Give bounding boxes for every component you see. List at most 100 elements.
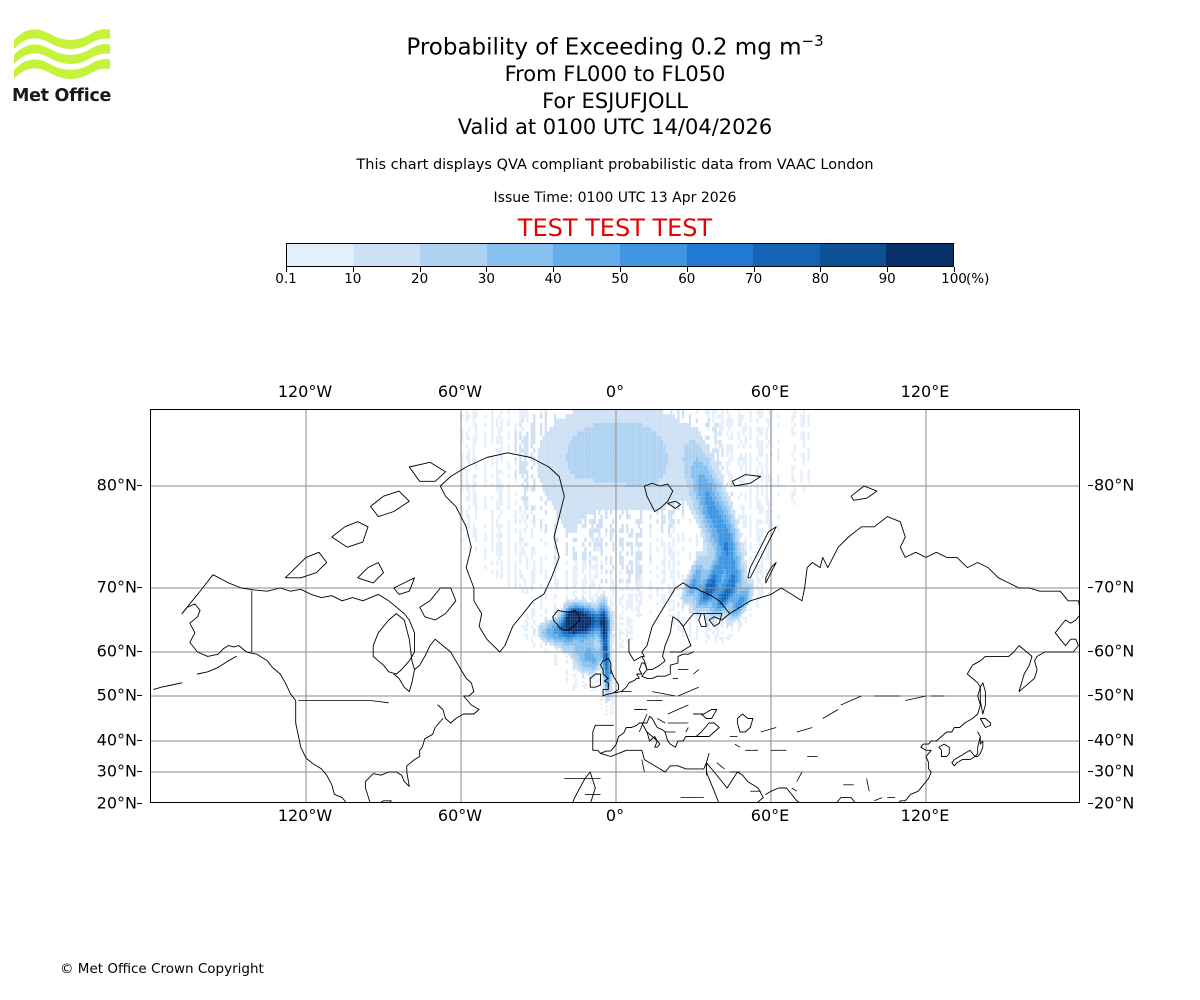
ash-cell xyxy=(563,444,566,449)
ash-cell xyxy=(740,414,743,419)
ash-cell xyxy=(728,478,731,483)
ash-cell xyxy=(674,457,678,462)
ash-cell xyxy=(665,435,668,440)
ash-cell xyxy=(586,439,589,445)
ash-cell xyxy=(693,569,696,575)
ash-cell xyxy=(581,648,585,652)
ash-cell xyxy=(605,542,608,547)
ash-cell xyxy=(742,444,745,449)
ash-cell xyxy=(691,427,694,432)
ash-cell xyxy=(726,569,729,575)
ash-cell xyxy=(721,422,724,428)
ash-cell xyxy=(586,457,589,462)
ash-cell xyxy=(756,444,759,449)
ash-cell xyxy=(744,608,747,612)
ash-cell xyxy=(612,711,615,714)
ash-cell xyxy=(600,608,603,612)
ash-cell xyxy=(574,474,578,479)
ash-cell xyxy=(695,636,699,640)
ash-cell xyxy=(656,491,659,497)
ash-cell xyxy=(600,669,603,672)
ash-cell xyxy=(744,551,747,556)
ash-cell xyxy=(660,439,664,445)
ash-cell xyxy=(584,422,587,428)
ash-cell xyxy=(495,560,499,566)
ash-cell xyxy=(598,655,601,658)
ash-cell xyxy=(472,487,475,492)
ash-cell xyxy=(663,435,666,440)
ash-cell xyxy=(651,457,654,462)
ash-cell xyxy=(733,565,736,570)
ash-cell xyxy=(698,452,701,458)
ash-cell xyxy=(540,410,543,415)
ash-cell xyxy=(637,602,641,606)
ash-cell xyxy=(756,418,759,423)
ash-cell xyxy=(560,509,564,515)
ash-cell xyxy=(728,619,731,623)
ash-cell xyxy=(521,418,524,423)
ash-cell xyxy=(565,596,568,600)
ash-cell xyxy=(628,619,631,623)
ash-cell xyxy=(521,588,524,591)
ash-cell xyxy=(667,469,671,475)
ash-cell xyxy=(700,444,703,449)
ash-cell xyxy=(630,465,634,470)
ash-cell xyxy=(677,474,680,479)
ash-cell xyxy=(577,487,580,492)
ash-cell xyxy=(688,414,692,419)
ash-cell xyxy=(607,422,610,428)
ash-cell xyxy=(540,560,543,566)
ash-cell xyxy=(565,588,568,591)
ash-cell xyxy=(630,588,634,591)
ash-cell xyxy=(663,551,666,556)
ash-cell xyxy=(507,519,510,524)
ash-cell xyxy=(523,619,527,623)
ash-cell xyxy=(684,590,687,594)
ash-cell xyxy=(519,574,522,579)
ash-cell xyxy=(605,611,608,614)
ash-cell xyxy=(709,452,713,458)
ash-cell xyxy=(521,427,524,432)
ash-cell xyxy=(612,519,615,524)
ash-cell xyxy=(551,491,554,497)
ash-cell xyxy=(581,491,585,497)
ash-cell xyxy=(602,675,606,678)
ash-cell xyxy=(630,628,634,632)
ash-cell xyxy=(544,593,548,597)
ash-cell xyxy=(728,505,731,510)
ash-cell xyxy=(467,435,471,440)
ash-cell xyxy=(681,500,685,506)
ash-cell xyxy=(791,431,794,436)
ash-cell xyxy=(609,642,613,646)
ash-cell xyxy=(567,653,571,656)
ash-cell xyxy=(684,491,687,497)
ash-cell xyxy=(740,418,743,423)
ash-cell xyxy=(500,487,503,492)
ash-cell xyxy=(577,431,580,436)
ash-cell xyxy=(698,560,701,566)
ash-cell xyxy=(695,608,699,612)
ash-cell xyxy=(563,602,566,606)
ash-cell xyxy=(707,532,710,538)
ash-cell xyxy=(733,560,736,566)
ash-cell xyxy=(581,593,585,597)
ash-cell xyxy=(591,491,594,497)
ash-cell xyxy=(686,588,689,591)
ash-cell xyxy=(530,578,534,584)
ash-cell xyxy=(707,505,710,510)
ash-cell xyxy=(593,645,596,649)
ash-cell xyxy=(560,639,564,643)
ash-cell xyxy=(667,551,671,556)
ash-cell xyxy=(707,537,710,543)
ash-cell xyxy=(737,596,740,600)
ash-cell xyxy=(584,667,587,670)
ash-cell xyxy=(642,444,645,449)
ash-cell xyxy=(549,444,552,449)
ash-cell xyxy=(765,482,768,488)
ash-cell xyxy=(607,611,610,614)
ash-cell xyxy=(523,410,527,415)
ash-cell xyxy=(733,537,736,543)
ash-cell xyxy=(642,496,645,501)
ash-cell xyxy=(649,496,652,501)
ash-cell xyxy=(677,469,680,475)
